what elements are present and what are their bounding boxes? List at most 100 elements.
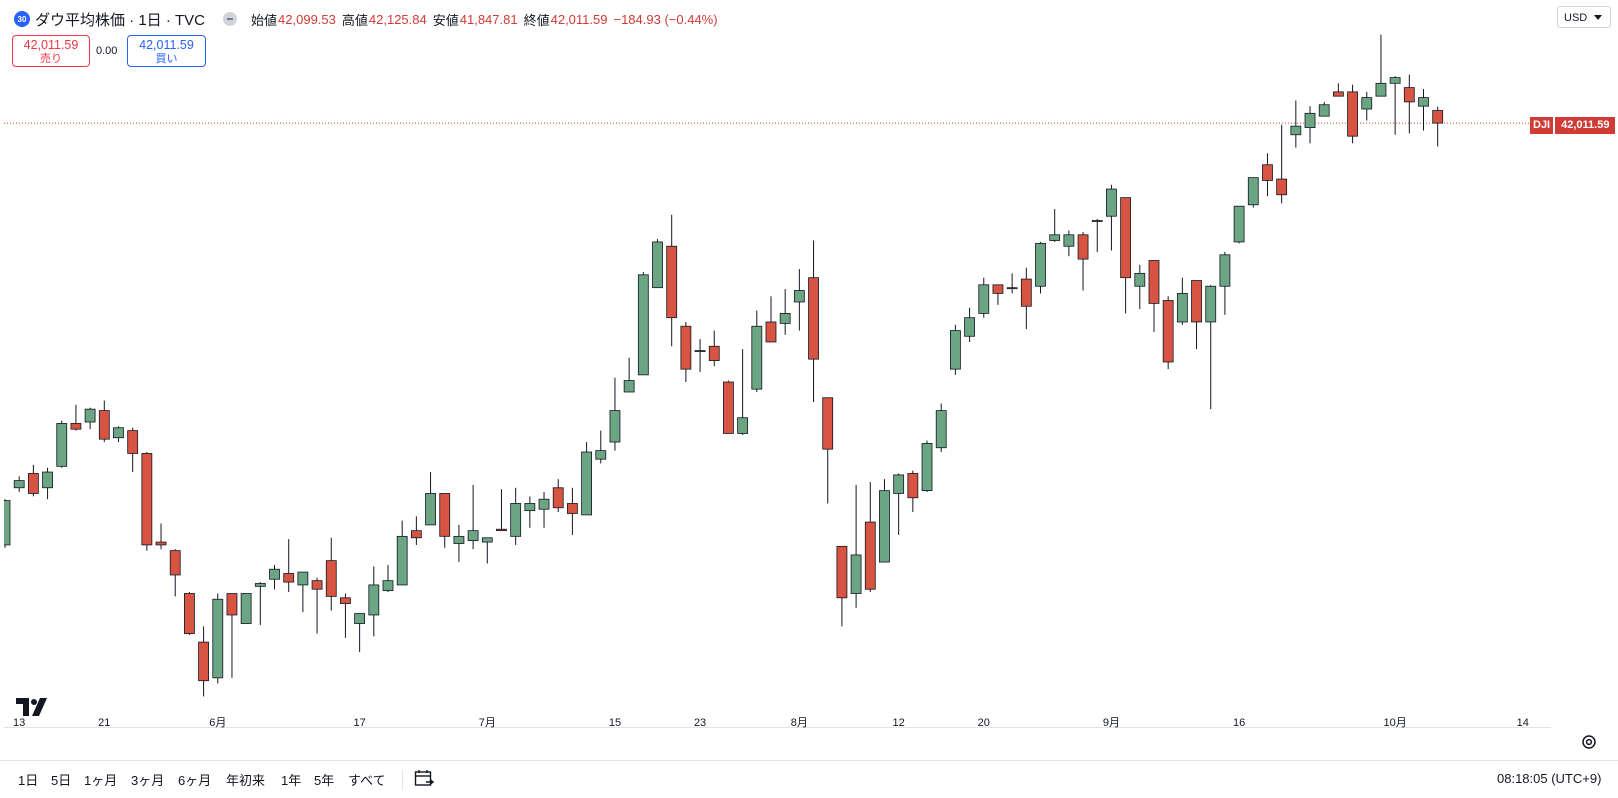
candle-body [552, 487, 564, 509]
candle-body [467, 530, 479, 542]
last-price-tag: DJI 42,011.59 [1530, 117, 1616, 134]
candle-body [1205, 285, 1217, 323]
candle-body [354, 613, 366, 624]
range-6m-button[interactable]: 6ヶ月 [178, 773, 212, 788]
candlestick-chart[interactable]: 37,800.0038,000.0038,200.0038,400.0038,6… [0, 0, 1608, 732]
candle-body [836, 545, 848, 599]
candle-body [13, 480, 25, 489]
settings-icon[interactable] [1581, 734, 1597, 750]
low-value: 41,847.81 [459, 11, 518, 27]
candle-body [1247, 177, 1259, 206]
candle-body [1403, 87, 1415, 103]
candle-body [325, 560, 337, 597]
calendar-icon[interactable] [414, 769, 434, 788]
candle-body [368, 584, 380, 616]
candle-body [680, 325, 692, 370]
candle-body [1347, 91, 1358, 137]
candle-body [1063, 234, 1075, 247]
eye-icon[interactable] [223, 12, 238, 26]
candle-body [1162, 300, 1174, 363]
currency-select[interactable]: USD [1557, 6, 1611, 28]
range-all-button[interactable]: すべて [348, 773, 386, 788]
low-label: 安値 [432, 12, 459, 28]
candle-body [595, 450, 607, 460]
candle-body [1134, 272, 1146, 287]
chart-svg[interactable]: 37,800.0038,000.0038,200.0038,400.0038,6… [0, 0, 1608, 732]
candle-body [949, 330, 961, 370]
candle-body [84, 408, 96, 423]
candle-body [623, 380, 635, 393]
x-tick-label: 15 [609, 717, 621, 729]
candle-body [1091, 220, 1103, 222]
symbol-title[interactable]: ダウ平均株価 · 1日 · TVC [35, 11, 206, 29]
candle-body [297, 571, 309, 586]
tradingview-logo-icon[interactable] [16, 698, 48, 716]
candle-body [907, 473, 919, 499]
x-tick-label: 16 [1233, 717, 1245, 729]
candle-body [1191, 280, 1202, 323]
candle-body [481, 537, 493, 543]
range-1d-button[interactable]: 1日 [18, 773, 39, 788]
x-tick-label: 10月 [1384, 717, 1407, 729]
sell-price: 42,011.59 [23, 38, 79, 52]
candle-body [496, 528, 507, 532]
candle-body [978, 284, 990, 314]
bottom-toolbar: 1日 5日 1ヶ月 3ヶ月 6ヶ月 年初来 1年 5年 すべて 08:18:05… [0, 760, 1618, 798]
candle-body [652, 241, 663, 289]
candle-body [1418, 97, 1429, 107]
range-ytd-button[interactable]: 年初来 [226, 773, 266, 788]
candle-body [850, 554, 862, 594]
sell-button[interactable]: 42,011.59 売り [12, 35, 90, 67]
candle-body [439, 493, 451, 537]
candle-body [921, 443, 933, 492]
high-value: 42,125.84 [368, 11, 427, 27]
high-label: 高値 [341, 12, 368, 28]
candle-body [0, 500, 11, 546]
range-5d-button[interactable]: 5日 [51, 773, 72, 788]
buy-price: 42,011.59 [139, 38, 194, 52]
candle-body [1318, 104, 1330, 117]
candle-body [1375, 82, 1387, 97]
candle-body [1304, 112, 1316, 129]
buy-button[interactable]: 42,011.59 買い [127, 35, 206, 67]
range-5y-button[interactable]: 5年 [314, 773, 335, 788]
candle-body [155, 541, 167, 546]
candle-body [311, 580, 323, 590]
x-tick-label: 13 [13, 717, 25, 729]
candle-body [879, 490, 890, 563]
price-tag-symbol: DJI [1530, 117, 1554, 134]
candle-body [1035, 242, 1046, 287]
candle-body [1233, 205, 1245, 243]
x-tick-label: 6月 [209, 717, 226, 729]
close-label: 終値 [523, 12, 550, 28]
symbol-badge[interactable]: 30 [14, 11, 30, 27]
clock: 08:18:05 (UTC+9) [1497, 771, 1602, 786]
x-tick-label: 12 [893, 717, 905, 729]
candle-body [1432, 110, 1444, 124]
candle-body [283, 573, 295, 583]
candle-body [779, 312, 791, 324]
candle-body [396, 535, 408, 586]
range-3m-button[interactable]: 3ヶ月 [131, 773, 165, 788]
candle-body [524, 503, 536, 512]
range-1y-button[interactable]: 1年 [281, 773, 302, 788]
x-tick-label: 21 [98, 717, 110, 729]
candle-body [1120, 197, 1132, 279]
candle-body [694, 350, 706, 352]
x-tick-label: 9月 [1103, 717, 1120, 729]
candle-body [567, 503, 578, 514]
candle-body [538, 498, 550, 510]
change-value: −184.93 (−0.44%) [613, 11, 718, 27]
range-1m-button[interactable]: 1ヶ月 [84, 773, 118, 788]
candle-body [340, 597, 351, 604]
candle-body [113, 427, 124, 439]
candle-body [240, 593, 252, 624]
x-tick-label: 14 [1517, 717, 1529, 729]
candle-body [212, 598, 224, 679]
candle-body [1219, 254, 1231, 287]
candle-body [1389, 77, 1401, 84]
spread-value: 0.00 [96, 45, 118, 57]
candle-body [184, 593, 195, 634]
x-tick-label: 8月 [791, 717, 808, 729]
candle-body [964, 317, 975, 337]
